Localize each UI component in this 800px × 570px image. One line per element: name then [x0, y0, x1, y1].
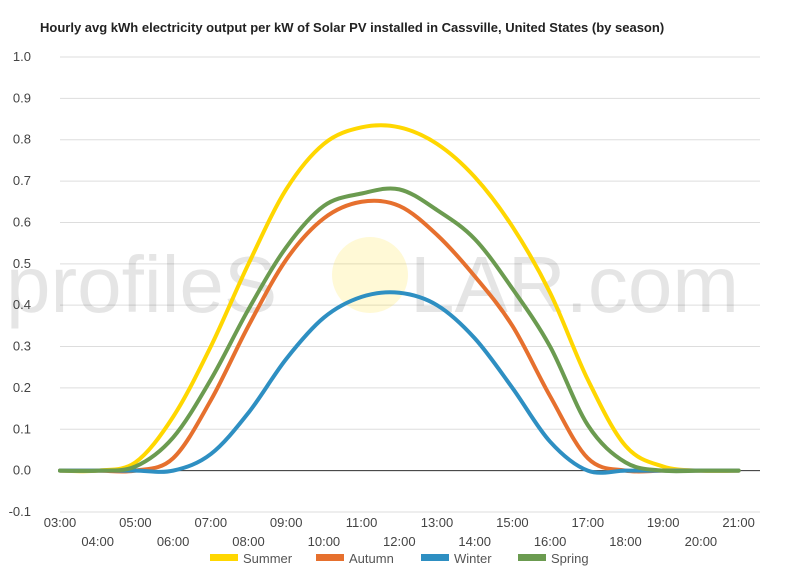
- legend-swatch: [210, 554, 238, 561]
- x-tick-label: 19:00: [647, 515, 680, 530]
- legend-swatch: [421, 554, 449, 561]
- x-tick-label: 06:00: [157, 534, 190, 549]
- x-tick-label: 08:00: [232, 534, 265, 549]
- x-tick-label: 04:00: [81, 534, 114, 549]
- legend-swatch: [316, 554, 344, 561]
- x-tick-label: 03:00: [44, 515, 77, 530]
- y-tick-label: 0.8: [13, 132, 31, 147]
- legend[interactable]: Summer Autumn Winter Spring: [210, 551, 589, 566]
- legend-item-summer[interactable]: Summer: [210, 551, 293, 566]
- legend-item-autumn[interactable]: Autumn: [316, 551, 394, 566]
- y-tick-label: 0.5: [13, 256, 31, 271]
- watermark: profileS LAR.com: [6, 237, 739, 329]
- x-tick-label: 14:00: [458, 534, 491, 549]
- legend-label: Summer: [243, 551, 293, 566]
- legend-label: Spring: [551, 551, 589, 566]
- x-tick-label: 11:00: [346, 515, 378, 530]
- x-tick-label: 07:00: [195, 515, 228, 530]
- x-tick-label: 20:00: [685, 534, 718, 549]
- gridlines: [60, 56, 760, 513]
- legend-item-winter[interactable]: Winter: [421, 551, 492, 566]
- legend-label: Winter: [454, 551, 492, 566]
- legend-label: Autumn: [349, 551, 394, 566]
- x-tick-label: 09:00: [270, 515, 303, 530]
- x-axis-ticks: 03:00 04:00 05:00 06:00 07:00 08:00 09:00 10:00…: [44, 515, 755, 549]
- chart-title: Hourly avg kWh electricity output per kW…: [40, 20, 665, 35]
- y-tick-label: 0.6: [13, 214, 31, 229]
- x-tick-label: 17:00: [572, 515, 605, 530]
- y-tick-label: 0.2: [13, 380, 31, 395]
- x-tick-label: 18:00: [609, 534, 642, 549]
- x-tick-label: 05:00: [119, 515, 152, 530]
- y-tick-label: 0.7: [13, 173, 31, 188]
- x-tick-label: 21:00: [722, 515, 755, 530]
- legend-swatch: [518, 554, 546, 561]
- y-tick-label: 1.0: [13, 49, 31, 64]
- y-tick-label: 0.1: [13, 421, 31, 436]
- watermark-sun-icon: [332, 237, 408, 313]
- watermark-text-right: LAR.com: [410, 240, 739, 329]
- y-tick-label: 0.4: [13, 297, 31, 312]
- x-tick-label: 12:00: [383, 534, 416, 549]
- watermark-text-left: profileS: [6, 240, 277, 329]
- y-tick-label: 0.0: [13, 463, 31, 478]
- legend-item-spring[interactable]: Spring: [518, 551, 589, 566]
- y-axis-ticks: -0.1 0.0 0.1 0.2 0.3 0.4 0.5 0.6 0.7 0.8 0.9 1.0: [9, 49, 31, 519]
- y-tick-label: 0.3: [13, 339, 31, 354]
- series-line-winter: [58, 290, 741, 475]
- series-lines: [58, 123, 741, 475]
- x-tick-label: 16:00: [534, 534, 567, 549]
- x-tick-label: 10:00: [308, 534, 341, 549]
- series-line-summer: [58, 123, 741, 474]
- series-line-spring: [58, 186, 741, 474]
- y-tick-label: -0.1: [9, 504, 31, 519]
- y-tick-label: 0.9: [13, 90, 31, 105]
- x-tick-label: 15:00: [496, 515, 529, 530]
- x-tick-label: 13:00: [421, 515, 454, 530]
